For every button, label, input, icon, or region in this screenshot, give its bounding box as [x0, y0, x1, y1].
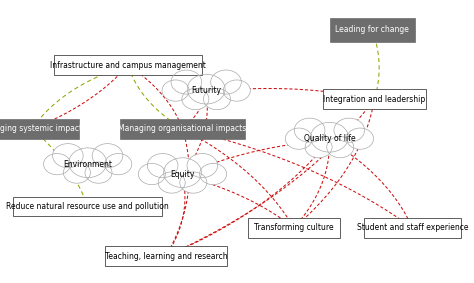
Ellipse shape: [158, 172, 185, 193]
Ellipse shape: [305, 136, 332, 158]
Ellipse shape: [138, 164, 165, 185]
Ellipse shape: [105, 153, 132, 175]
Text: Environment: Environment: [63, 160, 112, 169]
Text: Student and staff experience: Student and staff experience: [356, 223, 468, 232]
Ellipse shape: [327, 136, 354, 158]
Ellipse shape: [187, 153, 218, 178]
Ellipse shape: [223, 80, 250, 101]
Ellipse shape: [210, 70, 241, 94]
Text: Integration and leadership: Integration and leadership: [323, 95, 426, 104]
FancyBboxPatch shape: [13, 197, 162, 216]
Ellipse shape: [294, 118, 325, 142]
FancyBboxPatch shape: [322, 89, 427, 109]
Ellipse shape: [69, 148, 107, 178]
Ellipse shape: [334, 118, 365, 142]
Ellipse shape: [285, 128, 312, 149]
Ellipse shape: [92, 144, 123, 168]
FancyBboxPatch shape: [54, 55, 202, 75]
FancyBboxPatch shape: [330, 18, 414, 42]
FancyBboxPatch shape: [104, 246, 227, 266]
FancyBboxPatch shape: [248, 218, 340, 238]
Ellipse shape: [310, 122, 348, 152]
Text: Futurity: Futurity: [191, 86, 221, 95]
Text: Managing organisational impacts: Managing organisational impacts: [118, 124, 246, 133]
Text: Transforming culture: Transforming culture: [254, 223, 334, 232]
Ellipse shape: [53, 144, 83, 168]
Ellipse shape: [200, 164, 227, 185]
Ellipse shape: [64, 162, 91, 183]
FancyBboxPatch shape: [0, 119, 80, 139]
Ellipse shape: [164, 158, 201, 187]
Ellipse shape: [162, 80, 189, 101]
Text: Quality of life: Quality of life: [304, 134, 355, 143]
Ellipse shape: [147, 153, 178, 178]
Ellipse shape: [44, 153, 71, 175]
Text: Reduce natural resource use and pollution: Reduce natural resource use and pollutio…: [6, 202, 169, 211]
Ellipse shape: [85, 162, 112, 183]
FancyBboxPatch shape: [120, 119, 245, 139]
Ellipse shape: [346, 128, 374, 149]
Text: Infrastructure and campus management: Infrastructure and campus management: [50, 61, 206, 70]
FancyBboxPatch shape: [364, 218, 461, 238]
Ellipse shape: [182, 88, 209, 110]
Ellipse shape: [171, 70, 202, 94]
Text: Leading for change: Leading for change: [335, 25, 409, 34]
Text: Managing systemic impacts: Managing systemic impacts: [0, 124, 86, 133]
Ellipse shape: [187, 74, 225, 104]
Text: Teaching, learning and research: Teaching, learning and research: [105, 252, 227, 261]
Text: Equity: Equity: [170, 170, 195, 179]
Ellipse shape: [203, 88, 230, 110]
Ellipse shape: [180, 172, 207, 193]
